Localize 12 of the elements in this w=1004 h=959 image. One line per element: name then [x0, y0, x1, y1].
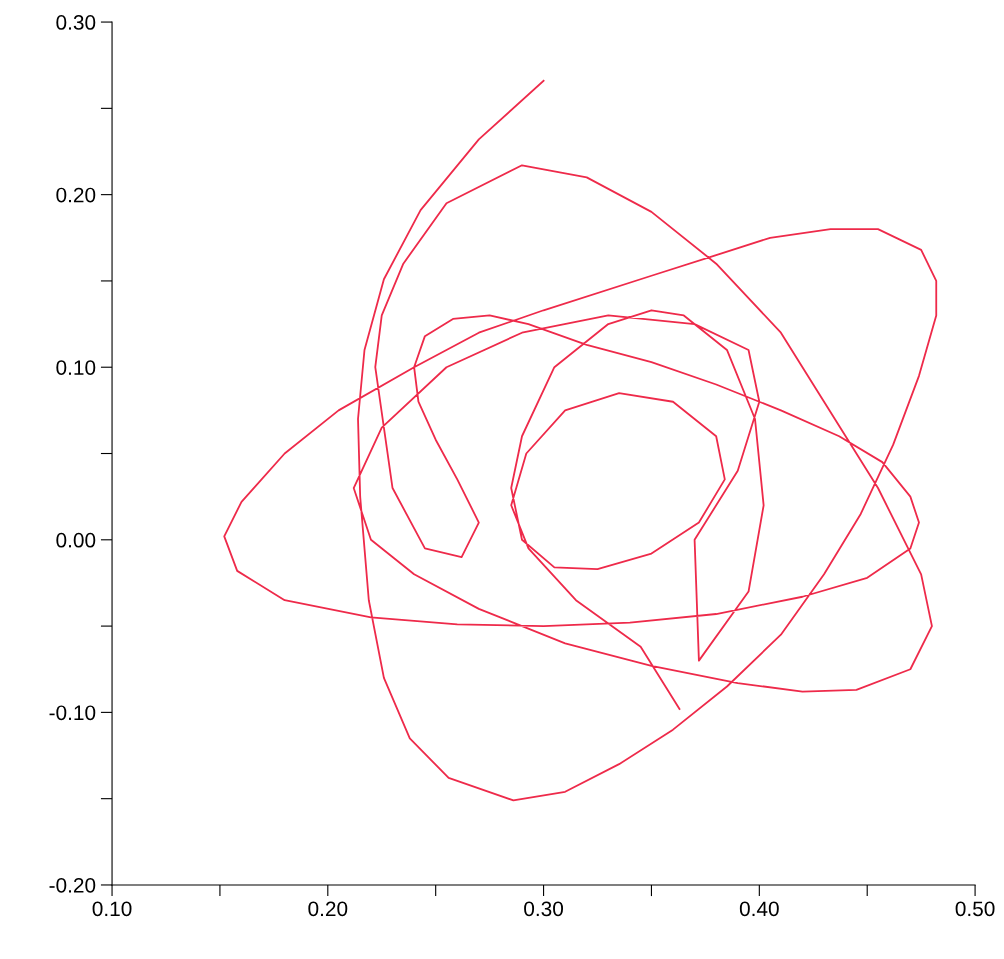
y-tick-label: -0.10: [49, 705, 96, 721]
y-tick-label: 0.10: [56, 360, 96, 375]
y-tick-label: 0.30: [56, 15, 96, 30]
y-tick-label: 0.20: [56, 187, 96, 203]
x-tick-label: 0.10: [92, 901, 132, 917]
x-tick-label: 0.40: [739, 901, 779, 917]
y-tick-label: 0.00: [56, 532, 96, 548]
x-tick-label: 0.50: [955, 901, 995, 917]
y-tick-label: -0.20: [49, 877, 96, 893]
line-series: [223, 79, 938, 802]
x-tick-label: 0.20: [308, 901, 348, 917]
x-tick-label: 0.30: [524, 901, 564, 917]
